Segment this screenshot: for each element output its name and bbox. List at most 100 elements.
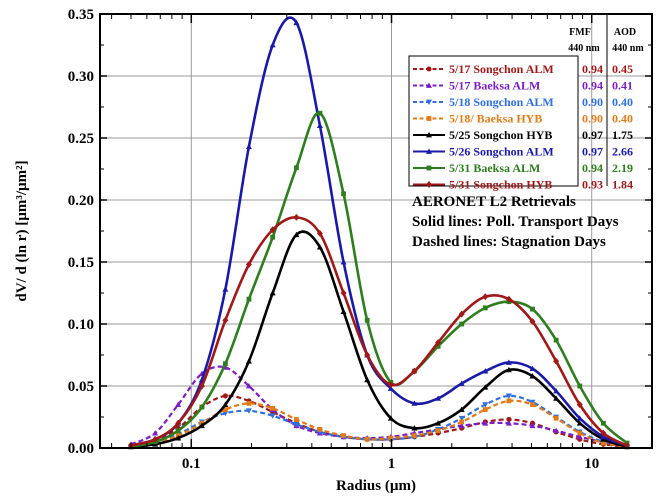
data-point	[270, 405, 276, 411]
legend-fmf-value: 0.90	[582, 112, 603, 126]
y-tick-label: 0.25	[68, 131, 94, 147]
data-point	[294, 165, 299, 171]
data-point	[270, 234, 276, 240]
legend-swatch-marker	[426, 181, 432, 188]
legend-item: 5/25 Songchon HYB 0.97 1.75	[413, 128, 633, 142]
series-5	[128, 16, 630, 448]
aod-header-wavelength: 440 nm	[612, 43, 644, 54]
data-point	[294, 417, 299, 422]
data-point	[340, 308, 347, 314]
series-7	[128, 213, 630, 449]
data-point	[222, 316, 229, 324]
data-point	[198, 422, 205, 429]
data-point	[482, 407, 488, 412]
aod-header: AOD	[614, 27, 636, 38]
data-point	[387, 381, 394, 389]
fmf-header: FMF	[569, 27, 591, 38]
data-point	[175, 419, 182, 427]
data-point	[246, 400, 252, 406]
data-point	[364, 436, 370, 442]
data-point	[175, 435, 182, 441]
data-point	[222, 410, 229, 417]
legend-label: 5/18 Songchon ALM	[449, 95, 554, 109]
data-point	[505, 295, 512, 303]
legend-swatch-marker	[426, 116, 432, 121]
y-tick-label: 0.20	[68, 193, 94, 209]
y-axis-title: dV/ d (ln r) [µm³/µm²]	[14, 160, 30, 301]
data-point	[600, 429, 607, 437]
data-point	[482, 305, 488, 311]
data-point	[553, 337, 559, 343]
data-point	[293, 19, 300, 26]
data-point	[530, 402, 535, 407]
data-point	[340, 259, 347, 265]
data-point	[435, 395, 442, 401]
data-point	[364, 351, 371, 359]
data-point	[245, 383, 252, 389]
legend-fmf-value: 0.94	[582, 161, 603, 175]
data-point	[553, 357, 560, 365]
data-point	[529, 373, 536, 379]
series-line	[130, 216, 628, 447]
legend-aod-value: 0.41	[612, 79, 633, 93]
data-point	[435, 428, 441, 434]
legend-aod-value: 1.84	[612, 178, 633, 192]
data-point	[222, 401, 229, 407]
data-point	[577, 430, 583, 436]
series-line	[130, 394, 628, 448]
legend-fmf-value: 0.97	[582, 128, 603, 142]
data-point	[175, 428, 181, 434]
data-point	[222, 393, 228, 399]
data-point	[246, 296, 252, 302]
data-point	[199, 404, 205, 410]
legend-label: 5/31 Songchon HYB	[449, 178, 552, 192]
legend-item: 5/31 Baeksa ALM 0.94 2.19	[413, 161, 633, 175]
data-point	[293, 213, 300, 221]
legend: FMF 440 nm AOD 440 nm 5/17 Songchon ALM 0…	[408, 14, 644, 192]
data-point	[341, 191, 346, 197]
y-tick-label: 0.15	[68, 255, 94, 271]
data-point	[482, 368, 489, 374]
data-point	[506, 416, 512, 423]
data-point	[530, 306, 535, 312]
y-tick-label: 0.35	[68, 7, 94, 23]
annotation-solid: Solid lines: Poll. Transport Days	[412, 214, 619, 230]
fmf-header-wavelength: 440 nm	[568, 43, 600, 54]
legend-item: 5/17 Baeksa ALM 0.94 0.41	[413, 79, 633, 93]
x-axis-title: Radius (µm)	[336, 478, 416, 494]
legend-fmf-value: 0.93	[582, 178, 603, 192]
legend-item: 5/26 Songchon ALM 0.97 2.66	[413, 145, 633, 159]
data-point	[293, 422, 300, 428]
x-tick-label: 1	[388, 456, 396, 472]
data-point	[435, 339, 442, 347]
data-point	[482, 384, 489, 390]
legend-label: 5/17 Songchon ALM	[449, 62, 554, 76]
data-point	[458, 415, 465, 422]
data-point	[340, 289, 347, 297]
data-point	[317, 110, 323, 116]
data-point	[364, 317, 370, 323]
legend-swatch-marker	[426, 132, 432, 138]
legend-aod-value: 0.45	[612, 62, 633, 76]
data-point	[317, 427, 323, 432]
data-point	[553, 415, 559, 421]
legend-swatch-marker	[426, 66, 432, 72]
y-tick-label: 0.30	[68, 69, 94, 85]
data-point	[222, 286, 229, 292]
data-point	[505, 359, 512, 365]
data-point	[600, 440, 606, 446]
legend-label: 5/31 Baeksa ALM	[449, 161, 540, 175]
data-point	[411, 367, 418, 375]
data-point	[316, 244, 323, 250]
data-point	[388, 435, 394, 441]
legend-swatch-marker	[426, 165, 432, 171]
x-tick-label: 0.1	[182, 456, 201, 472]
data-point	[505, 420, 512, 426]
legend-swatch-marker	[426, 82, 432, 88]
data-point	[245, 143, 252, 150]
data-point	[175, 401, 182, 407]
legend-item: 5/31 Songchon HYB 0.93 1.84	[413, 178, 633, 192]
data-point	[245, 261, 252, 268]
y-tick-label: 0.05	[68, 379, 94, 395]
